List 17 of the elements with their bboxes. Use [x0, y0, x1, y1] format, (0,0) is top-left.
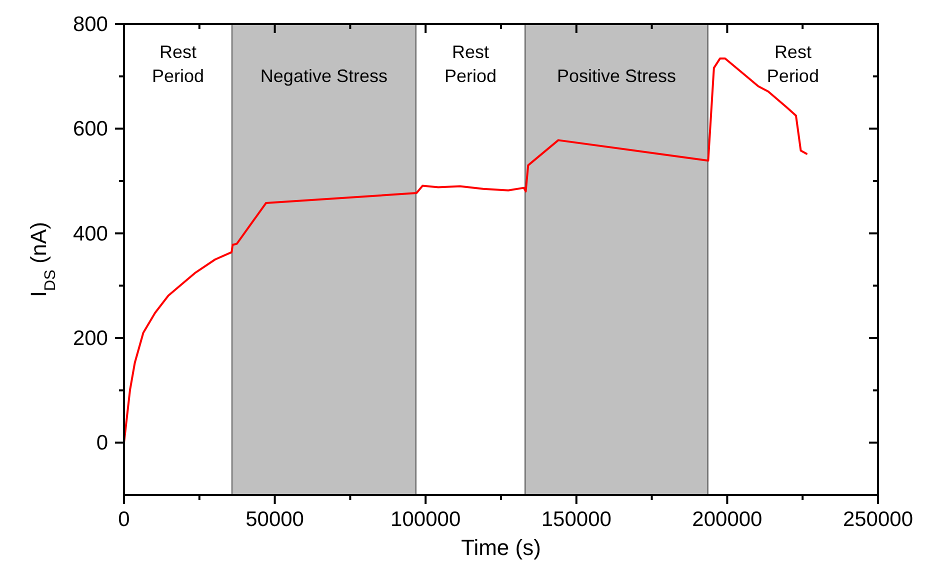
band-label: Rest Period	[444, 42, 497, 86]
x-tick-label: 150000	[541, 508, 612, 531]
x-axis-title: Time (s)	[461, 535, 541, 560]
x-tick-label: 250000	[842, 508, 914, 531]
band-label: Rest Period	[152, 42, 204, 86]
y-tick-label: 600	[72, 118, 108, 141]
y-tick-label: 400	[72, 222, 108, 246]
band-label: Rest Period	[766, 42, 819, 86]
band-label: Negative Stress	[260, 66, 388, 86]
x-tick-label: 50000	[246, 508, 304, 531]
band-label: Positive Stress	[556, 66, 676, 86]
x-tick-label: 100000	[390, 508, 461, 531]
y-tick-label: 200	[72, 327, 108, 350]
x-tick-label: 200000	[692, 508, 762, 531]
x-tick-label: 0	[118, 508, 130, 531]
y-tick-label: 0	[96, 432, 108, 455]
y-tick-label: 800	[72, 13, 108, 36]
